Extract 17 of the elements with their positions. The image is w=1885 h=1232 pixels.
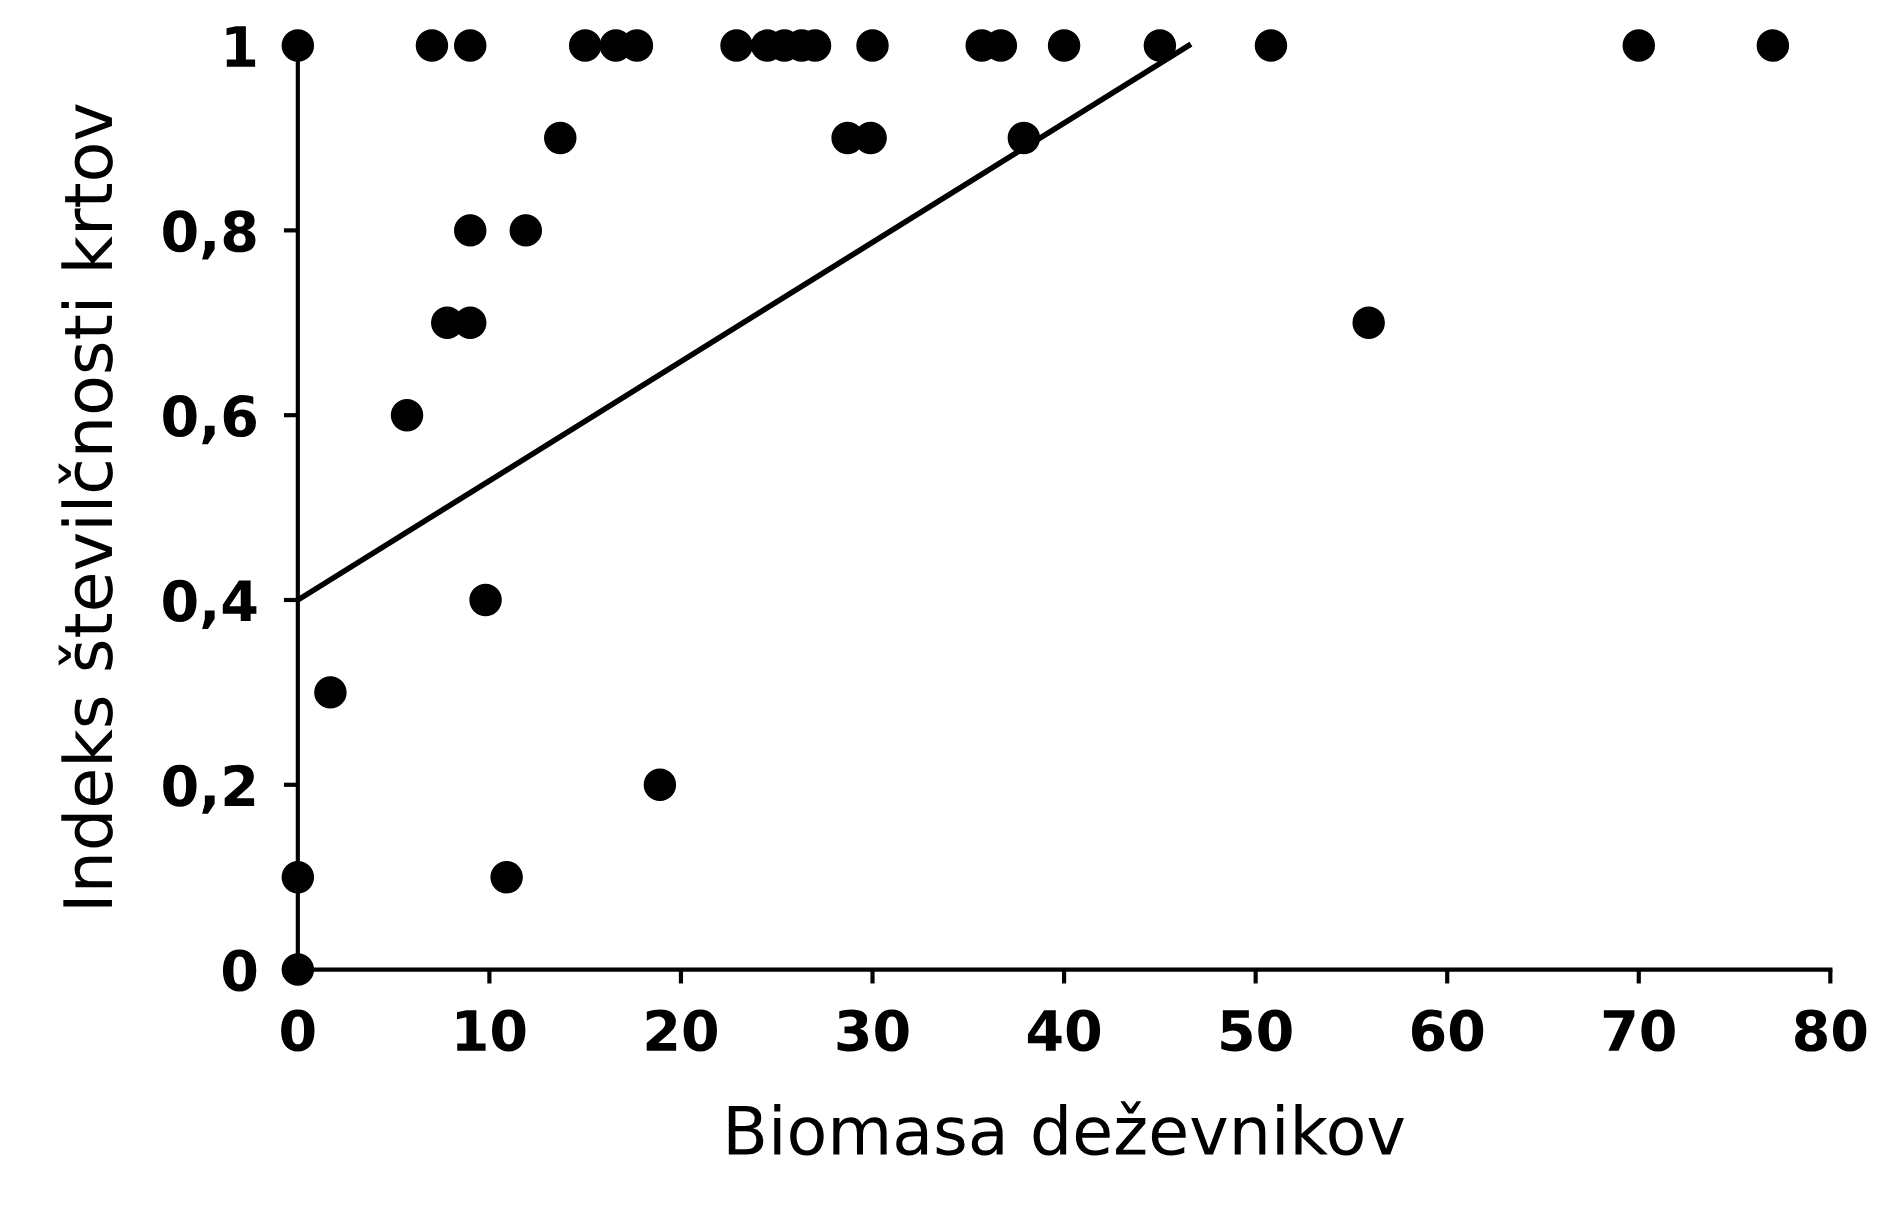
x-tick-label: 80 — [1795, 1009, 1867, 1052]
y-tick-label: 1 — [226, 26, 256, 67]
x-tick-label: 70 — [1603, 1009, 1675, 1052]
x-tick-label: 0 — [281, 1009, 315, 1052]
x-tick-label: 50 — [1221, 1009, 1292, 1052]
y-tick-label: 0,2 — [163, 764, 255, 814]
x-tick-label: 30 — [837, 1009, 909, 1052]
x-tick-label: 60 — [1412, 1009, 1484, 1052]
y-tick-label: 0,6 — [163, 395, 256, 445]
x-tick-label: 10 — [457, 1009, 526, 1052]
x-axis-title: Biomasa deževnikov — [728, 1101, 1404, 1156]
y-tick-label: 0,8 — [163, 210, 256, 260]
x-tick-label: 20 — [646, 1009, 717, 1052]
y-axis-title: Indeks številčnosti krtov — [58, 104, 113, 907]
x-tick-label: 40 — [1027, 1009, 1101, 1052]
y-tick-label: 0,4 — [163, 579, 257, 629]
y-tick-label: 0 — [222, 949, 257, 992]
